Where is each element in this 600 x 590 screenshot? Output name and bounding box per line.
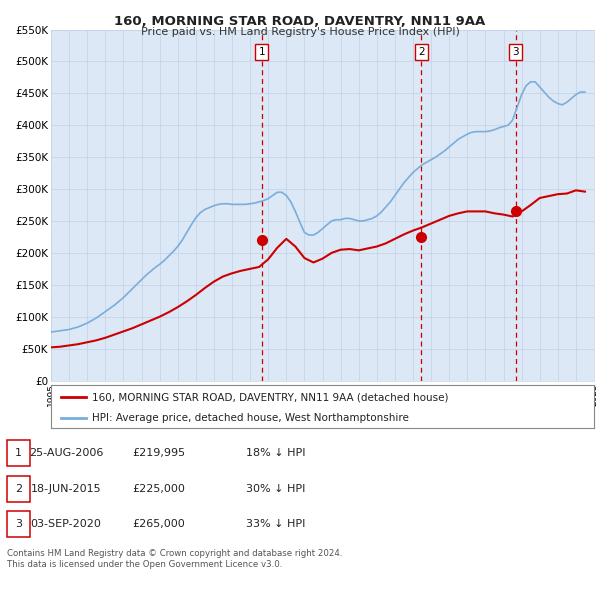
Text: Contains HM Land Registry data © Crown copyright and database right 2024.: Contains HM Land Registry data © Crown c… <box>7 549 343 558</box>
Text: 3: 3 <box>15 519 22 529</box>
Text: 18% ↓ HPI: 18% ↓ HPI <box>246 448 305 458</box>
Text: 160, MORNING STAR ROAD, DAVENTRY, NN11 9AA: 160, MORNING STAR ROAD, DAVENTRY, NN11 9… <box>115 15 485 28</box>
Text: 33% ↓ HPI: 33% ↓ HPI <box>246 519 305 529</box>
Text: Price paid vs. HM Land Registry's House Price Index (HPI): Price paid vs. HM Land Registry's House … <box>140 27 460 37</box>
Text: £265,000: £265,000 <box>133 519 185 529</box>
Text: 25-AUG-2006: 25-AUG-2006 <box>29 448 103 458</box>
Text: £219,995: £219,995 <box>133 448 185 458</box>
Text: 2: 2 <box>15 484 22 493</box>
Text: 30% ↓ HPI: 30% ↓ HPI <box>246 484 305 493</box>
Text: 1: 1 <box>15 448 22 458</box>
Text: £225,000: £225,000 <box>133 484 185 493</box>
Text: 3: 3 <box>512 47 519 57</box>
Text: 03-SEP-2020: 03-SEP-2020 <box>31 519 101 529</box>
Text: 18-JUN-2015: 18-JUN-2015 <box>31 484 101 493</box>
Text: 160, MORNING STAR ROAD, DAVENTRY, NN11 9AA (detached house): 160, MORNING STAR ROAD, DAVENTRY, NN11 9… <box>92 392 448 402</box>
Text: HPI: Average price, detached house, West Northamptonshire: HPI: Average price, detached house, West… <box>92 414 409 424</box>
Text: This data is licensed under the Open Government Licence v3.0.: This data is licensed under the Open Gov… <box>7 559 283 569</box>
Text: 1: 1 <box>259 47 265 57</box>
Text: 2: 2 <box>418 47 425 57</box>
